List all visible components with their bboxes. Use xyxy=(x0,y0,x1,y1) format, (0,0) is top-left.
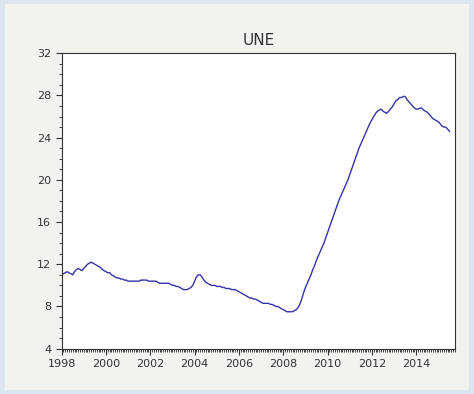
Title: UNE: UNE xyxy=(242,33,274,48)
